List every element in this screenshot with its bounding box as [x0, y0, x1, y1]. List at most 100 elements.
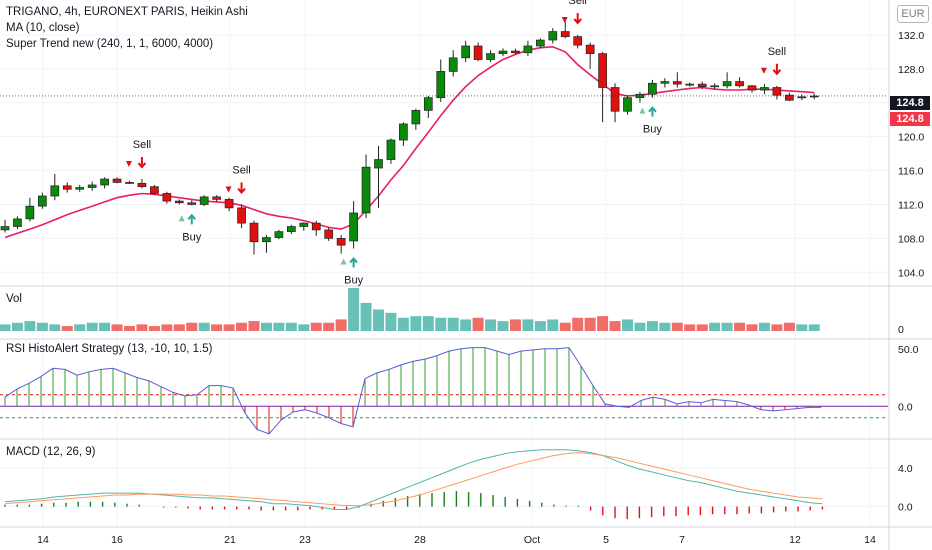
candle-body	[461, 45, 470, 59]
sell-arrow-icon	[573, 12, 582, 25]
volume-bar	[746, 324, 758, 331]
volume-bar	[111, 324, 123, 331]
candle-body	[548, 31, 558, 41]
volume-bar	[173, 324, 185, 331]
volume-bar	[534, 321, 546, 331]
volume-bar	[248, 321, 260, 331]
volume-bar	[0, 324, 11, 331]
candle-body	[224, 199, 234, 209]
volume-bar	[796, 324, 808, 331]
volume-bar	[709, 322, 721, 331]
buy-arrow-icon	[187, 213, 197, 225]
ma-legend: MA (10, close)	[6, 22, 80, 34]
candle-body	[100, 178, 109, 186]
candle-body	[174, 200, 184, 204]
rsi-tick-label: 0.0	[898, 401, 913, 413]
macd-line	[4, 449, 823, 510]
symbol-title: TRIGANO, 4h, EURONEXT PARIS, Heikin Ashi	[6, 6, 248, 18]
volume-tick-label: 0	[898, 324, 904, 336]
volume-bar	[721, 322, 733, 331]
volume-bar	[497, 321, 509, 331]
candle-body	[374, 159, 383, 169]
macd-tick-label: 4.0	[898, 463, 913, 475]
sell-triangle-icon	[561, 16, 568, 23]
candle-body	[199, 196, 209, 205]
price-tick-label: 104.0	[898, 267, 924, 279]
volume-bar	[148, 326, 160, 331]
supertrend-price-tag: 124.8	[890, 112, 930, 126]
candle-body	[87, 184, 97, 188]
volume-bar	[36, 322, 48, 331]
volume-bar	[634, 322, 646, 331]
last-price-tag: 124.8	[890, 96, 930, 110]
sell-label: Sell	[768, 46, 786, 58]
volume-bar	[597, 316, 609, 331]
volume-bar	[223, 324, 235, 331]
candle-body	[809, 95, 819, 98]
volume-bar	[472, 317, 484, 331]
candle-body	[423, 97, 433, 111]
macd-pane-label: MACD (12, 26, 9)	[6, 446, 96, 458]
price-tick-label: 132.0	[898, 30, 924, 42]
volume-bar	[186, 322, 198, 331]
candle-body	[511, 50, 520, 54]
candle-body	[137, 182, 147, 188]
buy-triangle-icon	[340, 258, 347, 265]
buy-arrow-icon	[648, 106, 657, 117]
volume-bar	[808, 324, 820, 331]
volume-bar	[646, 321, 658, 331]
candle-body	[125, 182, 134, 184]
volume-bar	[99, 322, 111, 331]
volume-bar	[410, 316, 422, 331]
sell-arrow-icon	[237, 182, 246, 194]
candle-body	[735, 81, 744, 87]
volume-bar	[609, 321, 621, 331]
candle-body	[162, 193, 172, 202]
price-tick-label: 112.0	[898, 199, 924, 211]
buy-triangle-icon	[639, 107, 646, 114]
candle-body	[262, 237, 271, 243]
volume-bar	[124, 326, 135, 331]
volume-bar	[422, 316, 434, 331]
candle-body	[660, 81, 670, 84]
candle-body	[25, 205, 35, 220]
candle-body	[486, 53, 495, 60]
candle-body	[772, 87, 782, 96]
price-tick-label: 128.0	[898, 64, 924, 76]
buy-triangle-icon	[178, 215, 185, 222]
buy-signal: Buy	[639, 106, 662, 136]
sell-signal: Sell	[760, 46, 786, 76]
candle-body	[37, 195, 47, 207]
buy-signal: Buy	[178, 213, 202, 243]
candle-body	[62, 185, 72, 190]
rsi-pane-label: RSI HistoAlert Strategy (13, -10, 10, 1.…	[6, 343, 213, 355]
candle-body	[473, 45, 483, 60]
rsi-line	[4, 347, 821, 435]
sell-triangle-icon	[760, 67, 767, 74]
candle-body	[299, 222, 309, 227]
volume-bar	[783, 322, 795, 331]
sell-signal: Sell	[125, 139, 151, 169]
price-tick-label: 120.0	[898, 132, 924, 144]
sell-triangle-icon	[125, 161, 132, 168]
volume-bar	[285, 322, 297, 331]
candle-body	[150, 186, 159, 194]
volume-bar	[659, 322, 671, 331]
candle-body	[50, 185, 60, 197]
currency-button[interactable]: EUR	[897, 5, 929, 23]
volume-bar	[360, 302, 372, 331]
candle-body	[498, 50, 508, 54]
volume-bar	[559, 322, 571, 331]
volume-bar	[136, 324, 148, 331]
volume-bar	[547, 319, 559, 331]
macd-tick-label: 0.0	[898, 502, 913, 514]
volume-bar	[584, 317, 596, 331]
candle-body	[349, 212, 358, 242]
price-tick-label: 116.0	[898, 166, 924, 178]
volume-bar	[771, 324, 783, 331]
volume-bar	[522, 319, 534, 331]
buy-label: Buy	[344, 275, 363, 287]
candle-body	[361, 166, 371, 214]
candle-body	[287, 226, 296, 232]
